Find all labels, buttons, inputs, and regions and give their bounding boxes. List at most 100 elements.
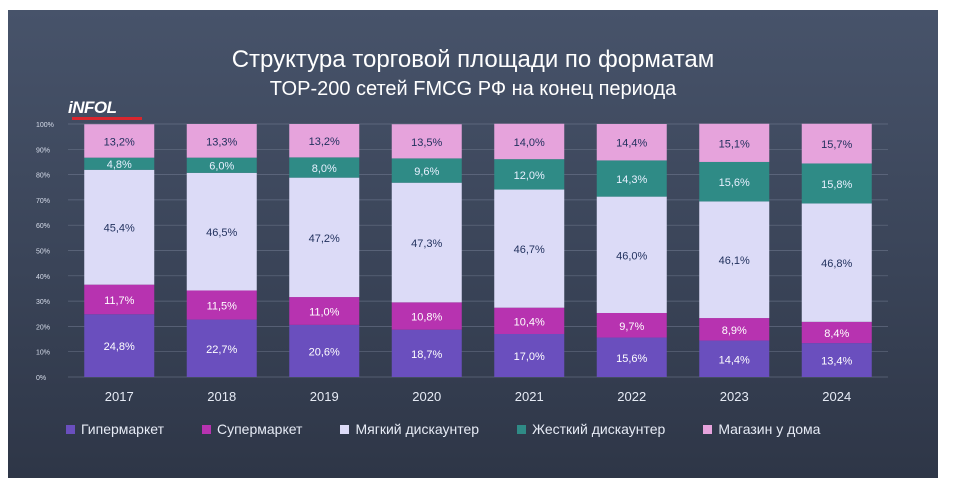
bar-segment bbox=[289, 157, 360, 178]
data-label: 14,3% bbox=[616, 174, 647, 186]
legend-swatch bbox=[66, 424, 75, 434]
data-label: 22,7% bbox=[206, 344, 237, 356]
bar-segment bbox=[596, 196, 667, 313]
data-label: 20,6% bbox=[309, 346, 340, 358]
x-tick-label: 2022 bbox=[617, 389, 646, 404]
bar-segment bbox=[801, 321, 872, 344]
legend-swatch bbox=[201, 424, 211, 434]
bar-segment bbox=[801, 203, 872, 322]
data-label: 15,6% bbox=[616, 353, 647, 365]
data-label: 13,3% bbox=[206, 136, 237, 148]
legend-swatch bbox=[340, 424, 350, 434]
x-tick-label: 2017 bbox=[105, 389, 134, 404]
bar-segment bbox=[699, 318, 770, 341]
data-label: 15,7% bbox=[821, 139, 852, 151]
data-label: 9,7% bbox=[619, 321, 644, 333]
bar-segment bbox=[494, 123, 565, 160]
data-label: 13,2% bbox=[309, 136, 340, 148]
data-label: 11,5% bbox=[207, 301, 238, 313]
legend-item: Магазин у дома bbox=[703, 421, 820, 437]
chart-legend: Гипермаркет Супермаркет Мягкий дискаунтер Ж… bbox=[66, 420, 858, 438]
data-label: 9,6% bbox=[414, 166, 439, 178]
x-tick-label: 2024 bbox=[822, 389, 851, 404]
bar-segment bbox=[699, 161, 770, 202]
bar-segment bbox=[84, 169, 155, 285]
bar-segment bbox=[186, 319, 257, 377]
bar-segment bbox=[801, 123, 872, 164]
data-label: 14,0% bbox=[514, 137, 545, 149]
bar-segment bbox=[186, 124, 257, 158]
chart-subtitle: TOP-200 сетей FMCG РФ на конец периода bbox=[269, 78, 677, 100]
x-tick-label: 2021 bbox=[515, 389, 544, 404]
legend-item: Супермаркет bbox=[201, 421, 303, 437]
data-label: 13,5% bbox=[411, 137, 442, 149]
data-label: 11,7% bbox=[104, 295, 135, 307]
bar-segment bbox=[801, 343, 872, 377]
legend-label: Супермаркет bbox=[216, 421, 303, 437]
data-label: 11,0% bbox=[309, 306, 340, 318]
data-label: 46,1% bbox=[719, 255, 750, 267]
data-label: 47,3% bbox=[411, 238, 442, 250]
data-label: 13,4% bbox=[821, 356, 852, 368]
data-label: 10,4% bbox=[514, 316, 545, 328]
data-label: 8,9% bbox=[722, 325, 747, 337]
bar-segment bbox=[391, 158, 462, 183]
data-label: 15,8% bbox=[821, 179, 852, 191]
data-label: 12,0% bbox=[514, 170, 545, 182]
data-label: 8,0% bbox=[312, 163, 337, 175]
data-label: 24,8% bbox=[104, 341, 135, 353]
bar-segment bbox=[186, 290, 257, 320]
x-tick-label: 2020 bbox=[412, 389, 441, 404]
y-tick-label: 0% bbox=[36, 375, 46, 382]
bar-segment bbox=[84, 124, 155, 158]
bar-segment bbox=[494, 333, 565, 377]
bar-segment bbox=[186, 157, 257, 173]
legend-label: Жесткий дискаунтер bbox=[532, 421, 666, 437]
bar-segment bbox=[494, 307, 565, 334]
data-label: 15,6% bbox=[719, 177, 750, 189]
logo-underline bbox=[72, 117, 142, 120]
y-tick-label: 80% bbox=[36, 173, 50, 180]
data-label: 8,4% bbox=[824, 328, 849, 340]
bar-segment bbox=[596, 312, 667, 338]
data-label: 45,4% bbox=[104, 223, 135, 235]
y-tick-label: 40% bbox=[36, 274, 50, 281]
data-label: 46,0% bbox=[616, 250, 647, 262]
bar-segment bbox=[289, 324, 360, 377]
x-tick-label: 2018 bbox=[207, 389, 236, 404]
bar-segment bbox=[699, 340, 770, 377]
data-label: 46,7% bbox=[514, 244, 545, 256]
legend-item: Гипермаркет bbox=[66, 421, 164, 437]
y-tick-label: 90% bbox=[36, 147, 50, 154]
legend-swatch bbox=[703, 424, 713, 434]
data-label: 47,2% bbox=[309, 233, 340, 245]
data-label: 17,0% bbox=[514, 351, 545, 363]
bar-segment bbox=[699, 123, 770, 162]
bar-segment bbox=[596, 337, 667, 377]
bar-segment bbox=[391, 302, 462, 330]
legend-item: Мягкий дискаунтер bbox=[340, 421, 479, 437]
bar-segment bbox=[289, 177, 360, 298]
legend-label: Мягкий дискаунтер bbox=[355, 421, 480, 437]
bar-segment bbox=[494, 189, 565, 308]
chart-frame: Структура торговой площади по форматам T… bbox=[8, 10, 938, 478]
y-tick-label: 10% bbox=[36, 350, 50, 357]
data-label: 10,8% bbox=[411, 312, 442, 324]
bar-segment bbox=[391, 182, 462, 303]
x-tick-label: 2023 bbox=[720, 389, 749, 404]
bar-segment bbox=[801, 163, 872, 204]
bar-segment bbox=[84, 314, 155, 377]
y-tick-label: 20% bbox=[36, 324, 50, 331]
infoline-logo: iNFOL bbox=[68, 98, 117, 117]
bar-segment bbox=[84, 284, 155, 315]
bar-segment bbox=[391, 329, 462, 377]
y-tick-label: 60% bbox=[36, 223, 50, 230]
y-tick-label: 50% bbox=[36, 249, 50, 256]
data-label: 15,1% bbox=[719, 138, 750, 150]
bar-segment bbox=[84, 157, 155, 170]
bar-segment bbox=[494, 159, 565, 190]
bar-segment bbox=[596, 124, 667, 161]
data-label: 4,8% bbox=[107, 159, 132, 171]
bar-segment bbox=[699, 201, 770, 319]
data-label: 46,8% bbox=[821, 258, 852, 270]
